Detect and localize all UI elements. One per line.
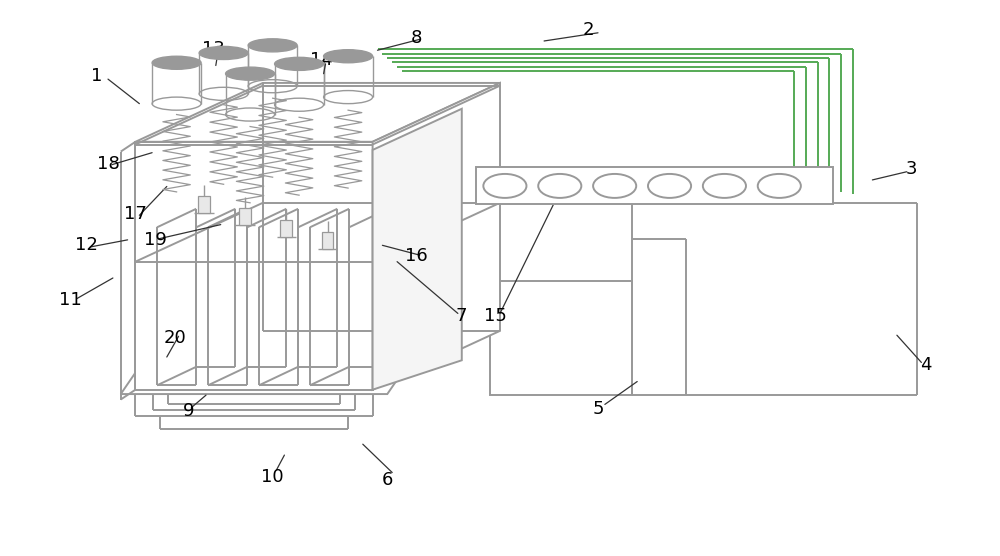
Ellipse shape xyxy=(226,67,275,80)
Text: 17: 17 xyxy=(124,205,147,223)
Polygon shape xyxy=(373,109,462,390)
Ellipse shape xyxy=(324,49,373,63)
Text: 14: 14 xyxy=(310,51,333,69)
Ellipse shape xyxy=(152,56,201,70)
Ellipse shape xyxy=(248,39,297,52)
Polygon shape xyxy=(135,83,500,142)
Text: 5: 5 xyxy=(592,400,604,418)
Polygon shape xyxy=(476,167,833,205)
Text: 12: 12 xyxy=(75,236,98,254)
Polygon shape xyxy=(121,301,451,394)
Text: 4: 4 xyxy=(921,356,932,374)
Text: 9: 9 xyxy=(183,403,194,420)
Text: 16: 16 xyxy=(405,247,428,265)
Polygon shape xyxy=(239,208,251,225)
Polygon shape xyxy=(280,220,292,237)
Text: 3: 3 xyxy=(906,160,917,178)
Text: 10: 10 xyxy=(261,468,284,486)
Text: 1: 1 xyxy=(91,67,102,86)
Text: 7: 7 xyxy=(455,307,467,325)
Polygon shape xyxy=(198,196,210,212)
Text: 18: 18 xyxy=(97,155,119,172)
Text: 6: 6 xyxy=(382,470,393,489)
Text: 2: 2 xyxy=(582,21,594,39)
Text: 15: 15 xyxy=(484,307,507,325)
Ellipse shape xyxy=(275,57,324,71)
Polygon shape xyxy=(373,83,500,390)
Text: 13: 13 xyxy=(202,40,225,58)
Text: 11: 11 xyxy=(59,291,82,309)
Ellipse shape xyxy=(199,47,248,59)
Polygon shape xyxy=(135,142,373,390)
Polygon shape xyxy=(322,232,333,249)
Text: 19: 19 xyxy=(144,231,166,249)
Text: 20: 20 xyxy=(163,329,186,347)
Text: 8: 8 xyxy=(411,29,422,47)
